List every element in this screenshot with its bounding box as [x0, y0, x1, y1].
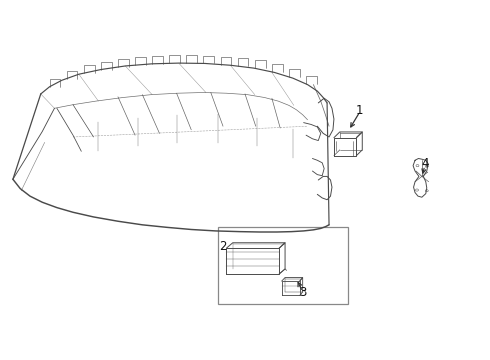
Text: 4: 4 [421, 157, 429, 170]
Text: 2: 2 [219, 240, 227, 253]
Text: 1: 1 [356, 104, 364, 117]
Bar [218, 226, 347, 304]
Text: 3: 3 [299, 287, 306, 300]
